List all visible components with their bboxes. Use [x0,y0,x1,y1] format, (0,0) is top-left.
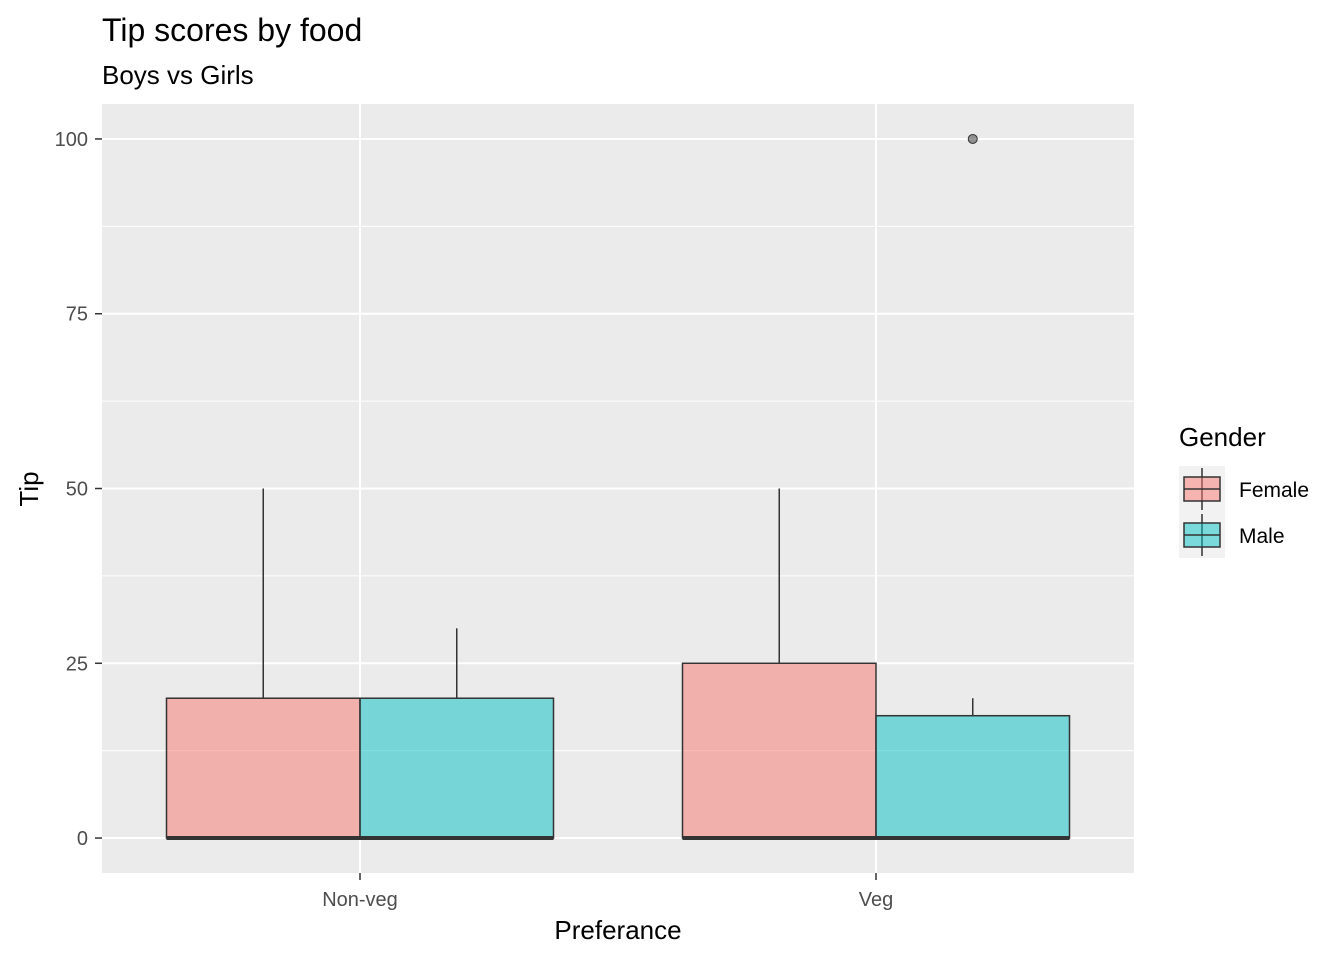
box-male-veg [875,133,1071,841]
y-tick-label: 75 [66,304,88,326]
y-axis: 0 25 50 75 100 [55,129,102,850]
x-axis-title: Preferance [554,915,681,945]
chart-title: Tip scores by food [102,12,362,48]
box-rect [165,697,361,839]
box-rect [875,714,1071,839]
box-rect [681,662,877,839]
x-tick-label: Non-veg [322,889,398,911]
legend-title: Gender [1179,422,1266,452]
box-female-veg [681,488,877,841]
legend-label: Female [1239,479,1309,502]
y-tick-label: 100 [55,129,88,151]
y-tick-label: 0 [77,828,88,850]
y-tick-label: 25 [66,653,88,675]
legend-label: Male [1239,525,1285,548]
y-tick-label: 50 [66,479,88,501]
legend-item-male: Male [1179,512,1285,558]
legend-item-female: Female [1179,466,1309,512]
x-axis: Non-veg Veg [322,873,893,911]
legend: Gender Female Male [1179,422,1309,558]
box-rect [359,697,555,839]
x-tick-label: Veg [859,889,893,911]
plot-panel [102,104,1134,873]
box-female-non-veg [165,488,361,841]
chart-subtitle: Boys vs Girls [102,60,254,90]
box-male-non-veg [359,628,555,841]
outlier-point [967,133,978,144]
y-axis-title: Tip [14,471,44,506]
